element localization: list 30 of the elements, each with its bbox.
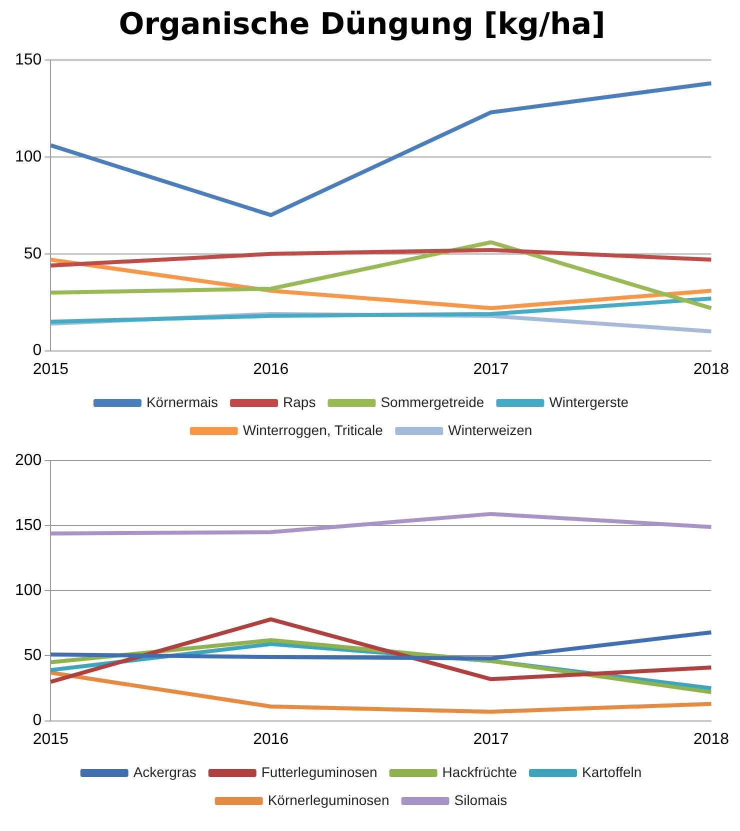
legend-label: Wintergerste (549, 394, 629, 410)
legend-label: Silomais (454, 792, 508, 808)
legend-label: Körnermais (146, 394, 218, 410)
legend-label: Futterleguminosen (261, 764, 378, 780)
legend-label: Sommergetreide (380, 394, 484, 410)
x-tick-label: 2015 (32, 730, 69, 748)
y-tick-label: 150 (14, 517, 42, 534)
x-tick-label: 2016 (253, 730, 289, 748)
y-tick-label: 50 (24, 647, 42, 664)
x-tick-label: 2016 (253, 360, 289, 378)
y-tick-label: 0 (32, 342, 42, 360)
y-tick-label: 100 (14, 148, 42, 166)
legend-label: Winterroggen, Triticale (242, 422, 384, 438)
y-tick-label: 100 (14, 582, 42, 600)
x-tick-label: 2015 (32, 360, 69, 378)
x-tick-label: 2017 (473, 730, 509, 748)
legend-label: Hackfrüchte (442, 764, 518, 780)
x-tick-label: 2017 (473, 360, 509, 378)
legend-label: Kartoffeln (582, 764, 642, 780)
legend-label: Körnerleguminosen (268, 792, 390, 808)
legend-label: Ackergras (133, 764, 196, 780)
legend-label: Raps (283, 394, 316, 410)
chart-title: Organische Düngung [kg/ha] (118, 6, 606, 42)
y-tick-label: 0 (32, 712, 42, 730)
x-tick-label: 2018 (693, 360, 730, 378)
x-tick-label: 2018 (693, 730, 730, 748)
y-tick-label: 50 (24, 245, 42, 262)
y-tick-label: 150 (14, 51, 42, 68)
y-tick-label: 200 (14, 452, 42, 470)
legend-label: Winterweizen (448, 422, 532, 438)
